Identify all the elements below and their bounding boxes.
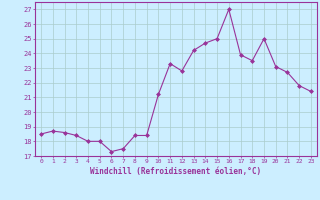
X-axis label: Windchill (Refroidissement éolien,°C): Windchill (Refroidissement éolien,°C) — [91, 167, 261, 176]
